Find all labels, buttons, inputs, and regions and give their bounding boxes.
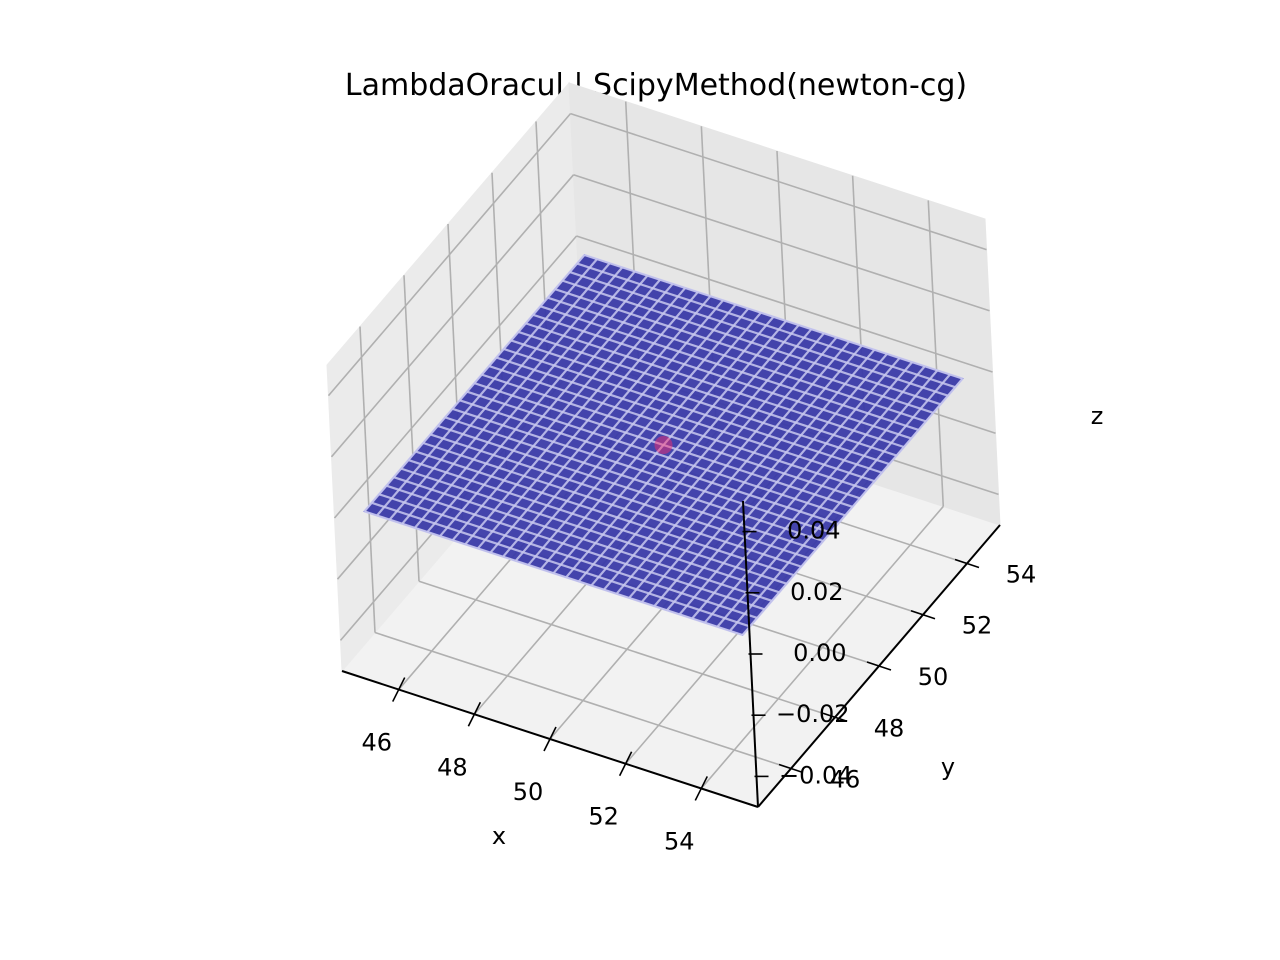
minimum-point bbox=[654, 436, 673, 454]
grid-line bbox=[374, 631, 792, 770]
y-axis-label: y bbox=[941, 753, 955, 781]
x-tick-label: 50 bbox=[513, 778, 544, 806]
surface-wire bbox=[729, 373, 951, 632]
grid-line bbox=[576, 235, 993, 373]
surface-wire bbox=[584, 253, 963, 380]
y-tick-label: 54 bbox=[1006, 560, 1037, 588]
y-tick-label: 48 bbox=[874, 714, 905, 742]
x-tick bbox=[392, 677, 406, 702]
y-tick bbox=[822, 712, 848, 723]
y-tick bbox=[866, 661, 892, 671]
x-tick bbox=[618, 751, 633, 777]
surface-wire bbox=[691, 361, 914, 620]
z-axis-label: z bbox=[1091, 402, 1104, 430]
surface-wire bbox=[547, 296, 927, 423]
grid-line bbox=[330, 174, 575, 458]
grid-line bbox=[573, 174, 990, 312]
y-tick-label: 46 bbox=[830, 766, 861, 794]
y-tick bbox=[778, 763, 804, 774]
y-tick-label: 52 bbox=[962, 612, 993, 640]
x-tick bbox=[694, 776, 708, 801]
x-tick-label: 48 bbox=[437, 753, 468, 781]
z-tick-label: −0.04 bbox=[779, 761, 853, 789]
x-tick-label: 54 bbox=[664, 827, 695, 855]
z-tick-label: 0.02 bbox=[790, 578, 843, 606]
x-tick bbox=[543, 726, 557, 752]
z-tick-label: 0.04 bbox=[787, 517, 840, 545]
y-tick bbox=[910, 609, 936, 620]
y-tick bbox=[954, 558, 980, 569]
z-tick-label: −0.02 bbox=[776, 700, 850, 728]
grid-line bbox=[327, 113, 572, 397]
surface-wire bbox=[576, 262, 956, 389]
x-tick bbox=[467, 701, 482, 727]
surface-wire bbox=[741, 377, 964, 636]
chart-title: LambdaOracul | ScipyMethod(newton-cg) bbox=[344, 68, 968, 103]
surface-wire bbox=[716, 369, 939, 628]
x-tick-label: 46 bbox=[361, 729, 392, 757]
surface-wire bbox=[703, 365, 926, 624]
surface-wire bbox=[562, 279, 941, 406]
grid-line bbox=[570, 112, 987, 251]
x-axis-label: x bbox=[492, 822, 506, 850]
grid-line bbox=[418, 580, 836, 719]
z-tick-label: 0.00 bbox=[793, 639, 846, 667]
surface-wire bbox=[569, 271, 949, 397]
y-tick-label: 50 bbox=[918, 663, 949, 691]
surface-wire bbox=[554, 288, 934, 414]
grid-line bbox=[333, 235, 578, 519]
x-tick-label: 52 bbox=[588, 803, 619, 831]
